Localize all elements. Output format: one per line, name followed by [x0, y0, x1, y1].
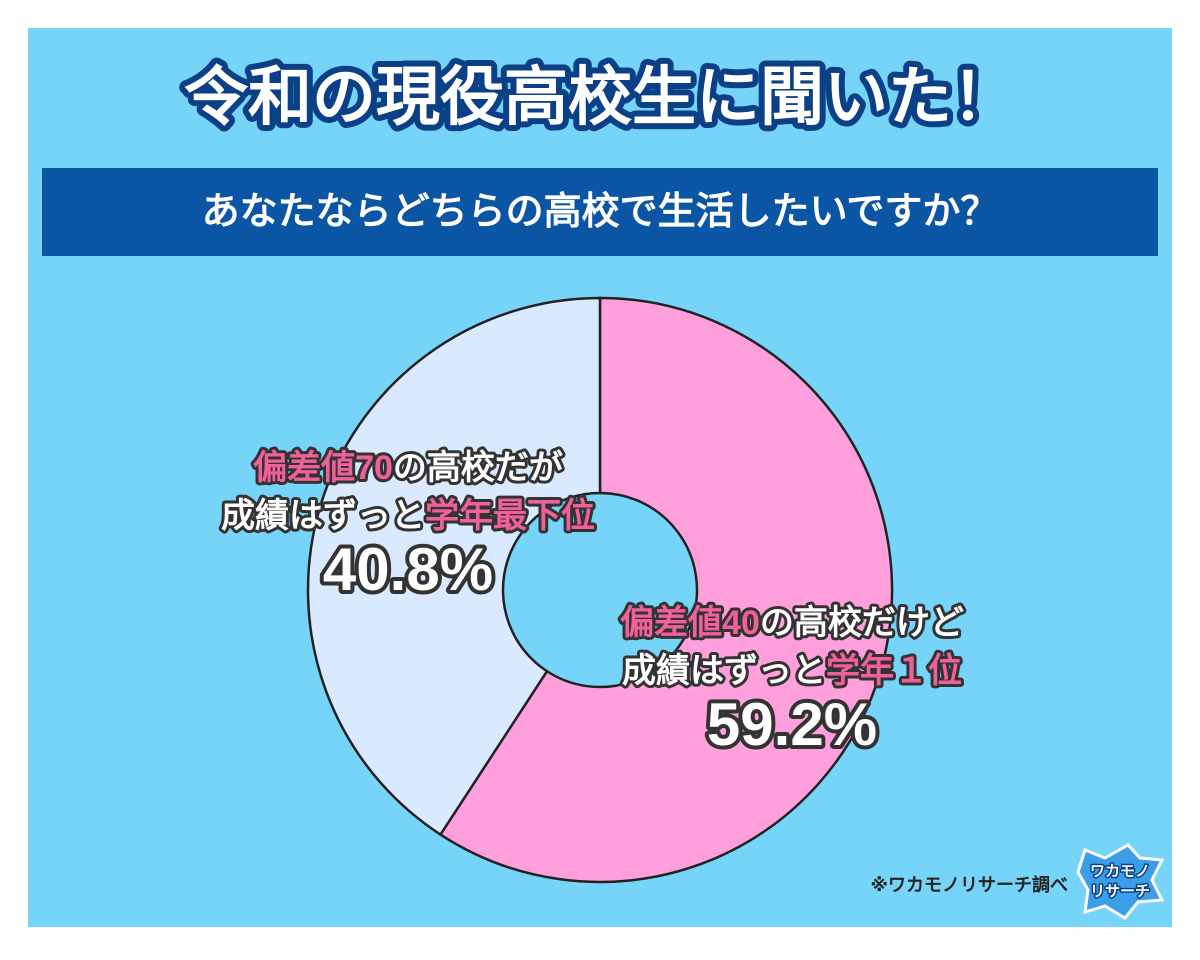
slice-label-part: 成績はずっと [622, 652, 826, 690]
value-label: 40.8% [323, 536, 493, 603]
title: 令和の現役高校生に聞いた！ [184, 61, 1016, 133]
logo-shape [1076, 843, 1165, 920]
slice-label-part: 偏差値70 [253, 449, 393, 487]
donut-slice [306, 296, 602, 837]
slice-label: 偏差値40の高校だけど [620, 604, 964, 642]
slice-label: 成績はずっと学年最下位 [221, 496, 595, 535]
slice-label-part: の高校だけど [760, 604, 964, 642]
logo-text: ワカモノ [1090, 863, 1150, 880]
slice-label-part: 学年最下位 [425, 496, 595, 535]
slice-label-part: 成績はずっと [221, 497, 425, 535]
source: ※ワカモノリサーチ調べ [871, 874, 1069, 895]
donut-slice [438, 296, 894, 884]
slice-label-part: 偏差値40 [620, 604, 760, 642]
slice-label: 成績はずっと学年１位 [622, 651, 962, 690]
labels: 偏差値40の高校だけど成績はずっと学年１位59.2%偏差値70の高校だが成績はず… [218, 446, 967, 762]
subtitle: あなたならどちらの高校で生活したいですか？ [202, 191, 999, 233]
value-label: 59.2% [707, 691, 877, 758]
logo-text: リサーチ [1090, 883, 1150, 900]
subtitle-band [42, 168, 1158, 256]
donut [306, 296, 894, 884]
slice-label-part: の高校だが [393, 449, 563, 487]
slice-label-part: 学年１位 [826, 651, 962, 690]
slice-label: 偏差値70の高校だが [253, 449, 563, 487]
